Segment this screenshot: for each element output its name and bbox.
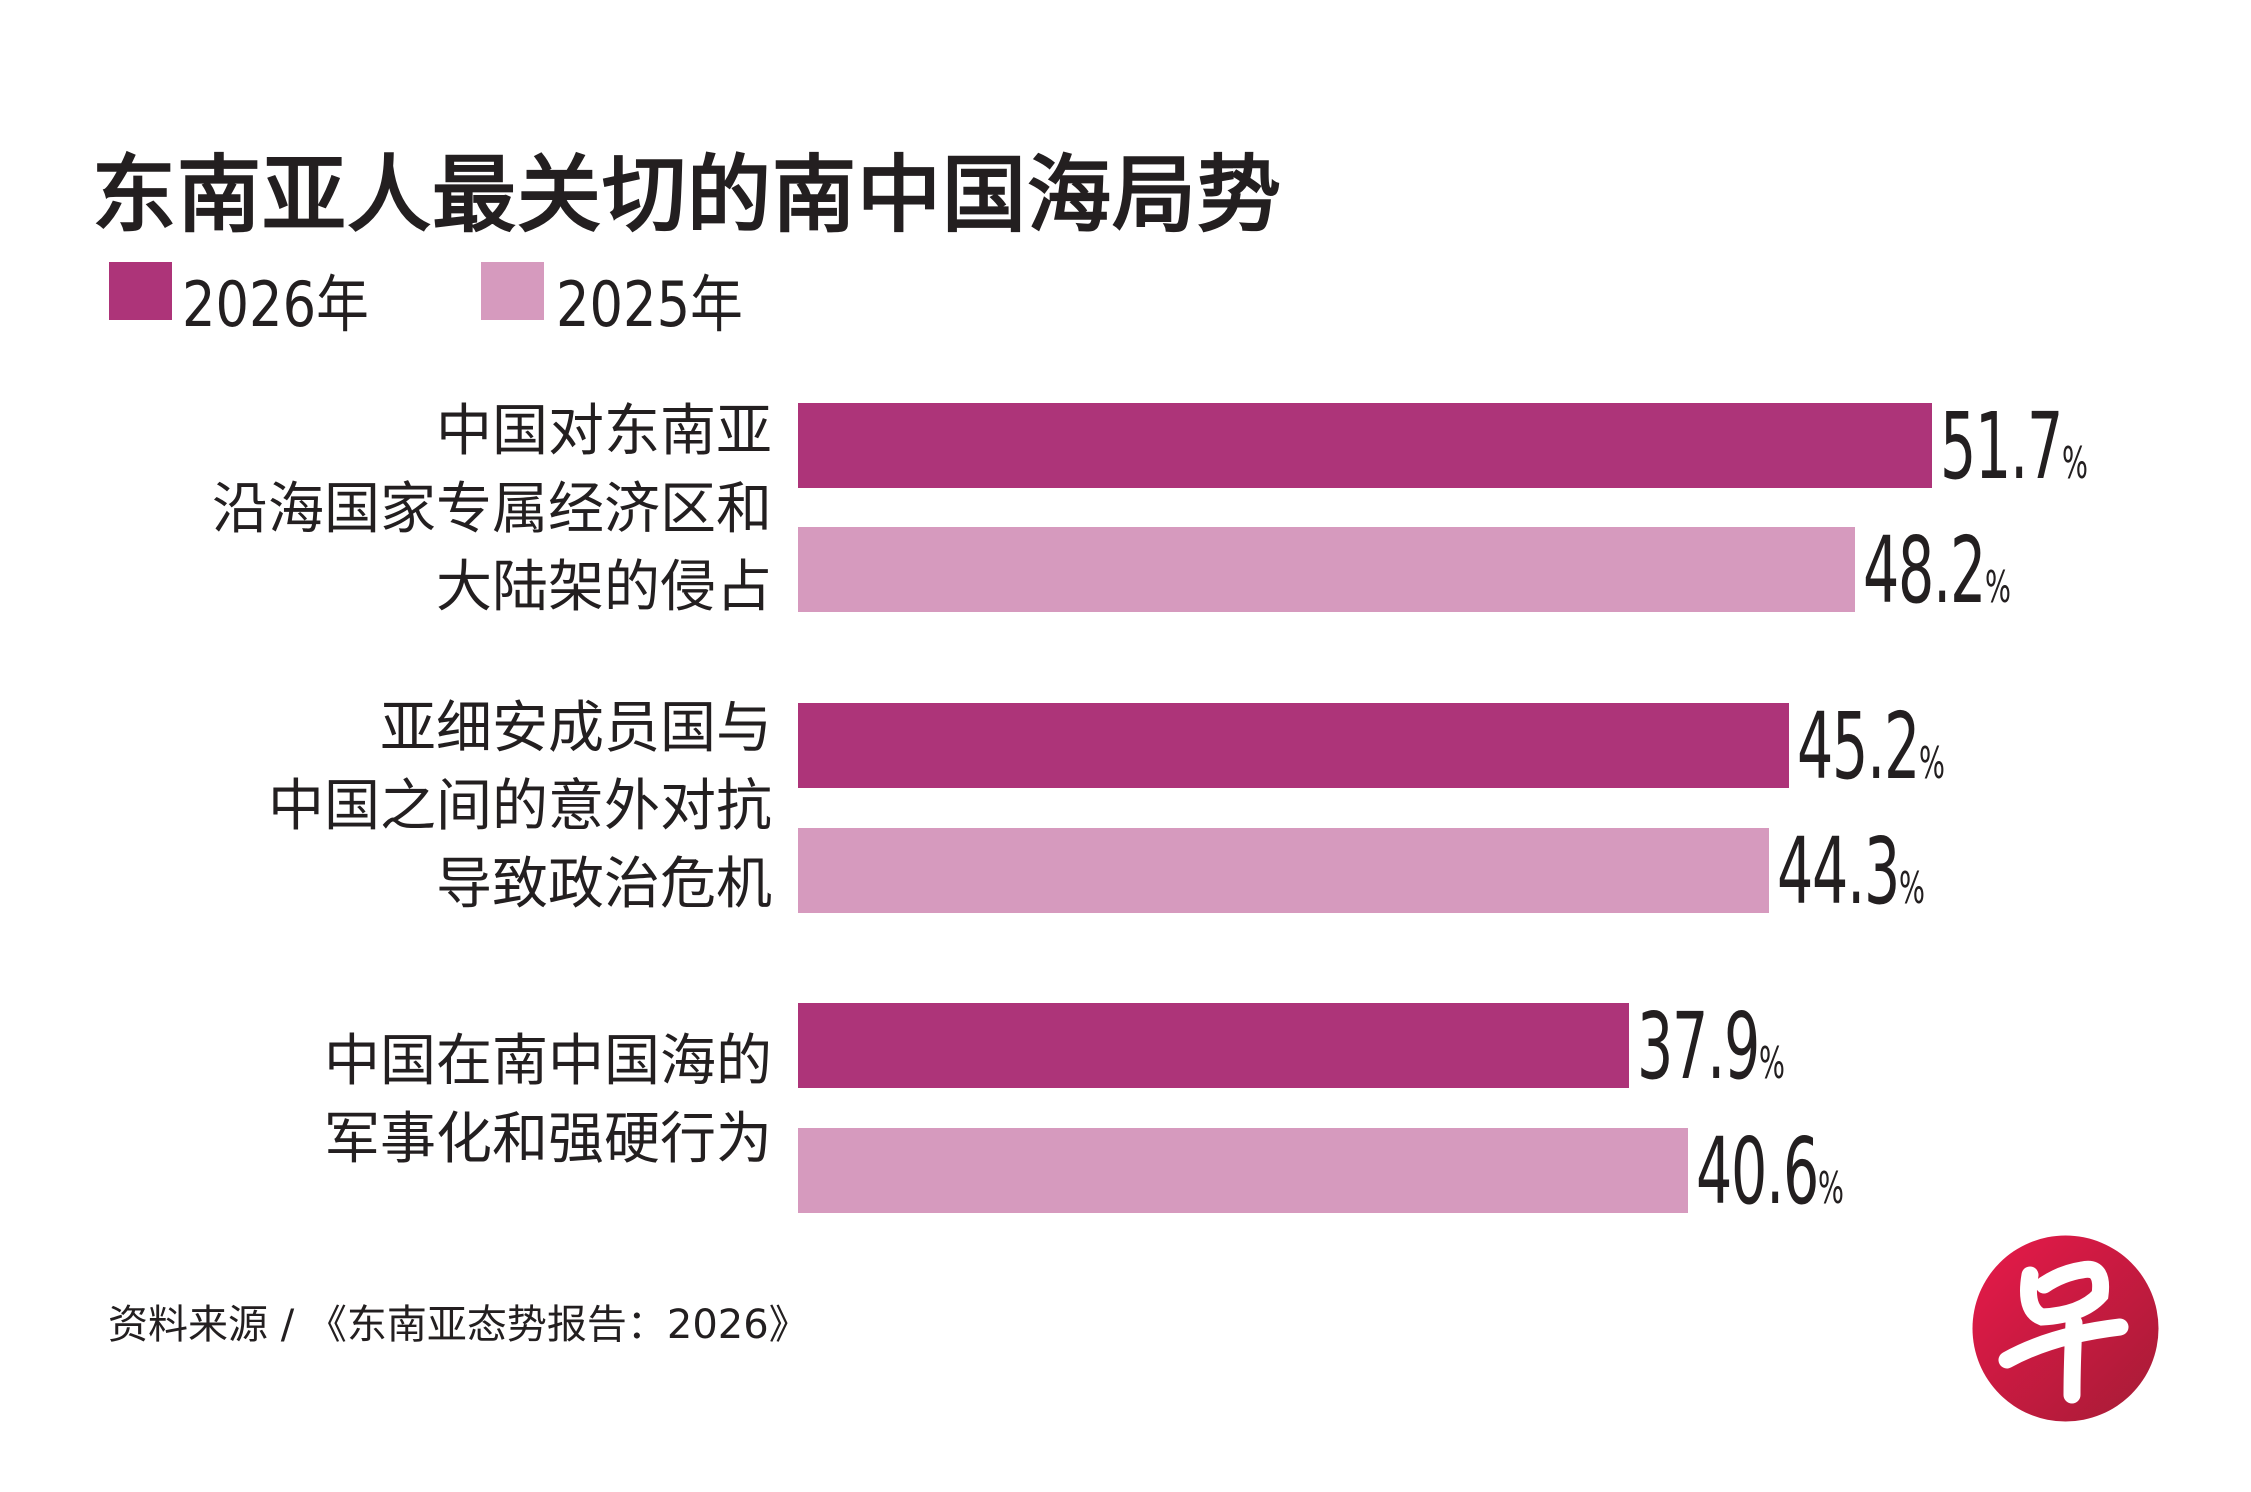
legend-swatch-2026 [109,262,172,320]
legend-label-2025: 2025年 [556,268,743,341]
data-label-unit: % [1818,1163,1844,1214]
chart-title: 东南亚人最关切的南中国海局势 [92,146,1283,244]
bar-2026年-2 [798,1003,1630,1088]
data-label-unit: % [1919,738,1945,789]
category-label-line: 亚细安成员国与 [380,696,772,761]
zaobao-logo [1972,1235,2159,1422]
category-label: 亚细安成员国与中国之间的意外对抗导致政治危机 [268,690,772,924]
bar-2025年-1 [798,828,1770,913]
data-label-unit: % [1759,1038,1785,1089]
category-label-line: 中国对东南亚 [436,399,772,464]
data-label-value: 45.2 [1797,693,1920,800]
data-label-value: 51.7 [1939,393,2063,500]
data-label-unit: % [1899,863,1926,914]
category-label-line: 导致政治危机 [436,852,772,917]
bar-2026年-0 [798,403,1932,488]
category-label-line: 沿海国家专属经济区和 [212,477,772,542]
data-label: 40.6% [1696,1126,1844,1218]
category-label-line: 大陆架的侵占 [436,555,772,620]
category-label: 中国对东南亚沿海国家专属经济区和大陆架的侵占 [212,393,772,627]
bar-2025年-2 [798,1128,1689,1213]
data-label: 51.7% [1940,401,2088,493]
data-label: 37.9% [1637,1001,1785,1093]
data-label: 44.3% [1777,826,1926,918]
data-label: 45.2% [1797,701,1945,793]
category-label: 中国在南中国海的 军事化和强硬行为 [324,1023,772,1179]
data-label-value: 48.2 [1863,517,1986,624]
source-note: 资料来源 / 《东南亚态势报告：2026》 [108,1302,809,1348]
data-label-value: 40.6 [1696,1118,1819,1225]
legend-swatch-2025 [481,262,544,320]
data-label-unit: % [2061,438,2088,489]
category-label-line: 中国在南中国海的 [324,1029,772,1094]
data-label-unit: % [1985,562,2011,613]
bar-2025年-0 [798,527,1856,612]
data-label-value: 37.9 [1637,993,1760,1100]
bar-2026年-1 [798,703,1790,788]
legend-label-2026: 2026年 [182,268,369,341]
category-label-line: 中国之间的意外对抗 [268,774,772,839]
category-label-line: 军事化和强硬行为 [324,1107,772,1172]
data-label-value: 44.3 [1777,818,1900,925]
data-label: 48.2% [1863,525,2011,617]
